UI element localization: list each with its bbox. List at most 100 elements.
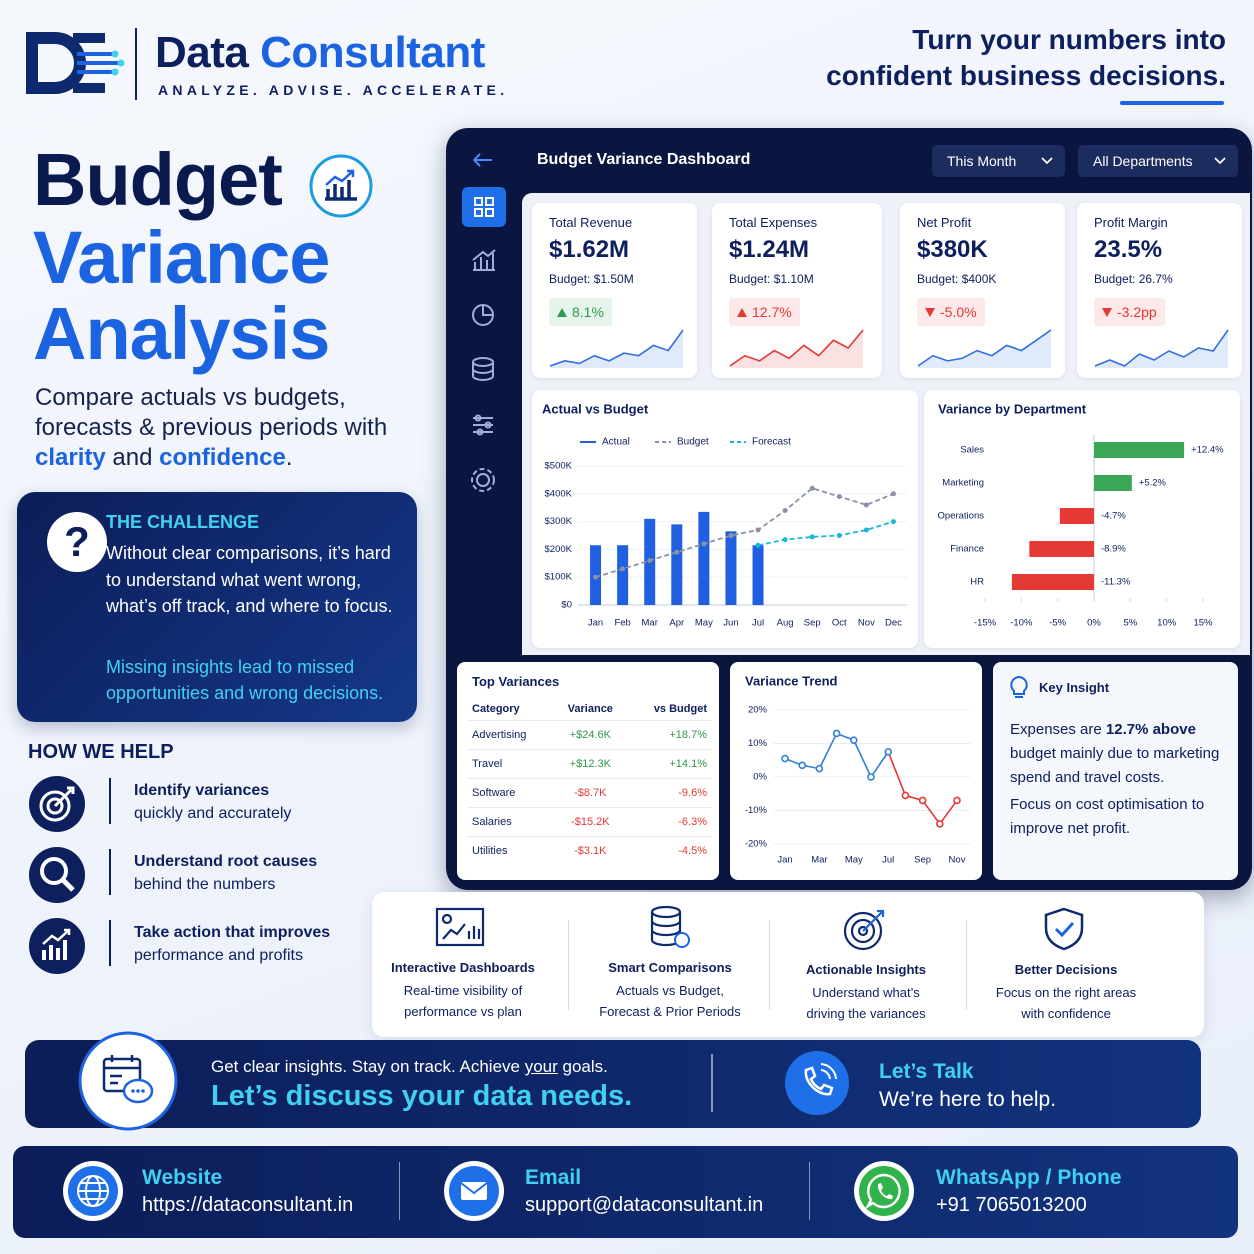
cta-icon [78, 1031, 178, 1131]
circle [785, 1051, 849, 1115]
trend-point [815, 764, 824, 773]
bar [1059, 508, 1094, 524]
rect [462, 187, 506, 227]
path [467, 926, 481, 939]
feature: Interactive Dashboards Real-time visibili… [363, 892, 563, 1037]
line-marker [836, 494, 842, 500]
x-tick-label: Jan [777, 855, 792, 866]
challenge-panel: ? THE CHALLENGE Without clear comparison… [17, 492, 417, 722]
features-panel: Interactive Dashboards Real-time visibili… [372, 892, 1204, 1037]
circle [40, 857, 68, 885]
email-icon[interactable] [443, 1160, 505, 1222]
y-tick-label: $100K [545, 572, 573, 583]
circle [39, 790, 71, 822]
website-icon[interactable] [62, 1160, 124, 1222]
path [104, 1055, 140, 1085]
phone-icon[interactable] [784, 1050, 850, 1116]
path [42, 928, 71, 945]
path [61, 878, 75, 892]
line-marker [674, 549, 680, 555]
bar [1029, 541, 1094, 557]
feature-divider [966, 920, 967, 1010]
feature-text: with confidence [1021, 1006, 1111, 1021]
change-arrow [1102, 307, 1112, 317]
x-tick-label: 5% [1123, 618, 1137, 629]
rect [102, 1057, 142, 1093]
y-tick-label: 10% [748, 738, 768, 749]
help-text: behind the numbers [134, 876, 276, 893]
path [460, 1182, 488, 1195]
feature: Actionable Insights Understand what’s driv… [766, 892, 966, 1037]
kpi-badge: 12.7% [729, 298, 800, 326]
variance-by-department-chart: Variance by Department -15% -10% -5% 0% 5% 10%… [938, 401, 1225, 629]
circle [309, 154, 373, 218]
chart-card: Variance Trend 20% 10% 0% -10% -20% Jan Mar May J… [730, 662, 982, 880]
hl: clarity [35, 444, 106, 471]
kpi-budget: Budget: $1.50M [549, 272, 634, 286]
chart-card: Actual vs Budget Actual Budget Forecast $0 $1… [532, 390, 918, 648]
span: and [105, 444, 160, 471]
line-marker [647, 558, 653, 564]
table-row: Salaries -$15.2K -6.3% [467, 807, 712, 837]
circle [484, 421, 492, 429]
kpi-badge: -5.0% [917, 298, 985, 326]
x-tick-label: 0% [1087, 618, 1101, 629]
x-tick-label: May [695, 618, 713, 629]
kpi-label: Total Revenue [549, 215, 633, 230]
arrow-shape [1102, 307, 1112, 317]
path [53, 786, 75, 808]
change-arrow [557, 307, 567, 317]
circle [474, 414, 482, 422]
y-tick-label: $400K [545, 488, 573, 499]
line-marker [782, 537, 788, 543]
feature-icon [435, 907, 485, 947]
filter[interactable]: All Departments [1078, 145, 1238, 177]
filter[interactable]: This Month [932, 145, 1065, 177]
headline-underline [1120, 101, 1224, 105]
feature-icon [843, 909, 885, 951]
line-marker [863, 502, 869, 508]
chart-card: Variance by Department -15% -10% -5% 0% 5% 10%… [924, 390, 1240, 648]
value-label: +5.2% [1139, 478, 1167, 489]
path [472, 362, 494, 381]
feature-divider [568, 920, 569, 1010]
challenge-icon: ? [47, 512, 107, 572]
feature-text: Understand what’s [812, 985, 920, 1000]
x-tick-label: Feb [614, 618, 630, 629]
trend-segment [939, 799, 958, 825]
insight-title: Key Insight [1039, 680, 1110, 695]
kpi-change: -5.0% [940, 304, 977, 320]
arrow-shape [737, 307, 747, 317]
sparkline [917, 329, 1052, 368]
feature-icon [1044, 907, 1084, 951]
x-tick-label: Mar [811, 855, 827, 866]
trend-point [850, 736, 858, 744]
g [474, 197, 494, 217]
bulb-icon [1010, 675, 1028, 698]
g [131, 1089, 145, 1093]
b2: Consultant [260, 28, 485, 77]
cta-bar [25, 1040, 1201, 1128]
line-marker [593, 574, 599, 580]
cta-headline: Let’s discuss your data needs. [211, 1080, 633, 1112]
talk-title: Let’s Talk [879, 1060, 974, 1083]
path [473, 153, 492, 167]
line-marker [620, 566, 626, 572]
chart-title: Actual vs Budget [542, 401, 649, 416]
y-tick-label: $300K [545, 516, 573, 527]
feature-text: Actuals vs Budget, [616, 983, 724, 998]
challenge-title: THE CHALLENGE [106, 512, 259, 532]
column-header: Variance [567, 703, 613, 715]
span: All Departments [1093, 153, 1193, 169]
challenge-body: Without clear comparisons, it’s hard to … [106, 543, 393, 616]
span: Compare actuals vs budgets, forecasts & … [35, 384, 388, 441]
trend-point [953, 796, 961, 805]
arrow-shape [925, 307, 935, 317]
whatsapp-icon[interactable] [853, 1160, 915, 1222]
insight-card: Key Insight Expenses are 12.7% above bud… [993, 662, 1238, 880]
x-tick-label: Jul [882, 855, 894, 866]
g [471, 249, 496, 492]
path [1041, 157, 1053, 165]
y-tick-label: -10% [745, 805, 768, 816]
kpi-badge: 8.1% [549, 298, 612, 326]
